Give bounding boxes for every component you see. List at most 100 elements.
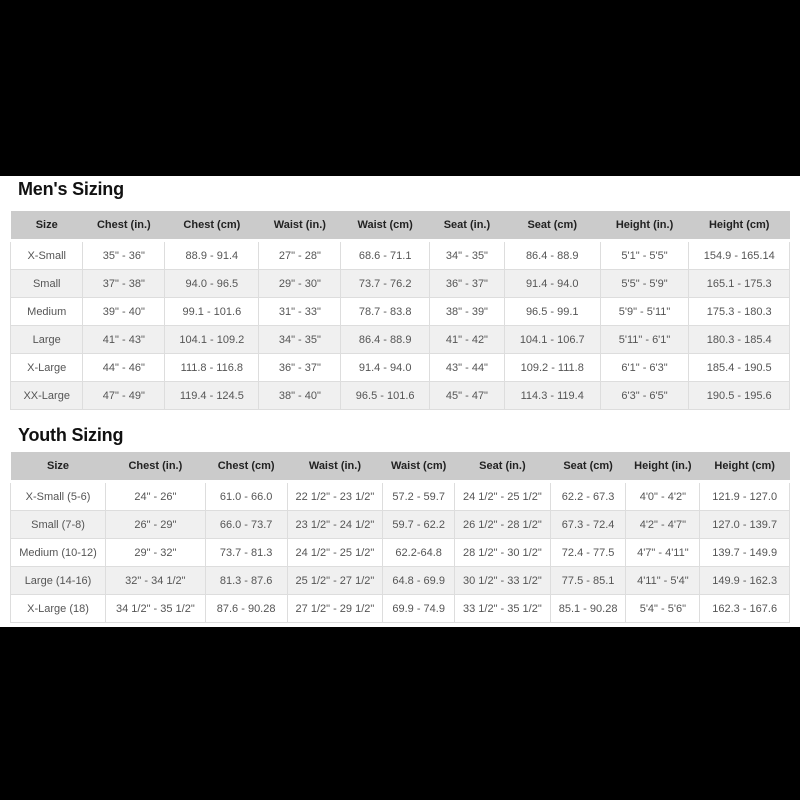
column-header: Height (in.): [625, 452, 700, 483]
table-row: Medium (10-12) 29" - 32" 73.7 - 81.3 24 1/2…: [9, 538, 790, 567]
measurement-cell: 5'11" - 6'1": [599, 325, 690, 354]
measurement-cell: 154.9 - 165.14: [688, 240, 790, 270]
column-header: Chest (in.): [82, 211, 165, 242]
measurement-cell: 41" - 42": [429, 325, 505, 354]
measurement-cell: 5'4" - 5'6": [625, 594, 701, 623]
column-header: Waist (in.): [287, 452, 383, 483]
measurement-cell: 88.9 - 91.4: [164, 240, 260, 270]
column-header: Waist (in.): [258, 211, 341, 242]
column-header: Chest (cm): [164, 211, 259, 242]
table-row: X-Small (5-6) 24" - 26" 61.0 - 66.0 22 1/2"…: [9, 481, 790, 511]
measurement-cell: 25 1/2" - 27 1/2": [286, 566, 384, 595]
measurement-cell: 62.2 - 67.3: [549, 481, 627, 511]
measurement-cell: 31" - 33": [258, 297, 342, 326]
size-label-cell: Small: [9, 269, 84, 298]
size-label-cell: Medium: [9, 297, 84, 326]
mens-sizing-title: Men's Sizing: [18, 179, 124, 199]
measurement-cell: 81.3 - 87.6: [204, 566, 288, 595]
top-redaction-band: [0, 0, 800, 176]
measurement-cell: 165.1 - 175.3: [688, 269, 790, 298]
measurement-cell: 30 1/2" - 33 1/2": [453, 566, 551, 595]
measurement-cell: 91.4 - 94.0: [503, 269, 601, 298]
column-header: Chest (cm): [205, 452, 288, 483]
measurement-cell: 72.4 - 77.5: [549, 538, 627, 567]
column-header: Height (cm): [699, 452, 790, 483]
table-row: Large (14-16) 32" - 34 1/2" 81.3 - 87.6 25 …: [9, 566, 790, 595]
measurement-cell: 38" - 40": [258, 381, 342, 410]
size-label-cell: X-Large (18): [9, 594, 107, 623]
measurement-cell: 28 1/2" - 30 1/2": [453, 538, 551, 567]
measurement-cell: 127.0 - 139.7: [699, 510, 790, 539]
measurement-cell: 62.2-64.8: [382, 538, 455, 567]
measurement-cell: 67.3 - 72.4: [549, 510, 627, 539]
table-row: X-Small 35" - 36" 88.9 - 91.4 27" - 28" 68.6…: [9, 240, 790, 270]
table-row: Small (7-8) 26" - 29" 66.0 - 73.7 23 1/2" -…: [9, 510, 790, 539]
measurement-cell: 66.0 - 73.7: [204, 510, 288, 539]
measurement-cell: 27 1/2" - 29 1/2": [286, 594, 384, 623]
measurement-cell: 37" - 38": [82, 269, 166, 298]
measurement-cell: 27" - 28": [258, 240, 342, 270]
column-header: Waist (cm): [340, 211, 430, 242]
measurement-cell: 94.0 - 96.5: [164, 269, 260, 298]
measurement-cell: 86.4 - 88.9: [503, 240, 601, 270]
size-label-cell: Medium (10-12): [9, 538, 107, 567]
column-header: Height (cm): [688, 211, 790, 242]
measurement-cell: 26" - 29": [105, 510, 206, 539]
measurement-cell: 33 1/2" - 35 1/2": [453, 594, 551, 623]
measurement-cell: 139.7 - 149.9: [699, 538, 790, 567]
measurement-cell: 59.7 - 62.2: [382, 510, 455, 539]
size-label-cell: XX-Large: [9, 381, 84, 410]
measurement-cell: 34" - 35": [258, 325, 342, 354]
measurement-cell: 87.6 - 90.28: [204, 594, 288, 623]
measurement-cell: 104.1 - 109.2: [164, 325, 260, 354]
measurement-cell: 29" - 32": [105, 538, 206, 567]
column-header: Chest (in.): [105, 452, 206, 483]
youth-sizing-title: Youth Sizing: [18, 425, 124, 445]
measurement-cell: 73.7 - 81.3: [204, 538, 288, 567]
mens-sizing-table: Size Chest (in.) Chest (cm) Waist (in.) Wais…: [9, 211, 790, 410]
measurement-cell: 5'9" - 5'11": [599, 297, 690, 326]
measurement-cell: 85.1 - 90.28: [549, 594, 627, 623]
measurement-cell: 77.5 - 85.1: [549, 566, 627, 595]
measurement-cell: 24" - 26": [105, 481, 206, 511]
column-header: Seat (cm): [550, 452, 626, 483]
measurement-cell: 185.4 - 190.5: [688, 353, 790, 382]
measurement-cell: 64.8 - 69.9: [382, 566, 455, 595]
table-row: Large 41" - 43" 104.1 - 109.2 34" - 35" 86.4…: [9, 325, 790, 354]
measurement-cell: 24 1/2" - 25 1/2": [286, 538, 384, 567]
measurement-cell: 34 1/2" - 35 1/2": [105, 594, 206, 623]
measurement-cell: 162.3 - 167.6: [699, 594, 790, 623]
table-row: Small 37" - 38" 94.0 - 96.5 29" - 30" 73.7 -…: [9, 269, 790, 298]
measurement-cell: 61.0 - 66.0: [204, 481, 288, 511]
column-header: Height (in.): [600, 211, 689, 242]
measurement-cell: 5'5" - 5'9": [599, 269, 690, 298]
size-label-cell: Small (7-8): [9, 510, 107, 539]
column-header: Size: [10, 211, 83, 242]
measurement-cell: 4'0" - 4'2": [625, 481, 701, 511]
measurement-cell: 22 1/2" - 23 1/2": [286, 481, 384, 511]
measurement-cell: 24 1/2" - 25 1/2": [453, 481, 551, 511]
measurement-cell: 104.1 - 106.7: [503, 325, 601, 354]
size-label-cell: Large: [9, 325, 84, 354]
measurement-cell: 38" - 39": [429, 297, 505, 326]
measurement-cell: 41" - 43": [82, 325, 166, 354]
measurement-cell: 57.2 - 59.7: [382, 481, 455, 511]
measurement-cell: 96.5 - 101.6: [340, 381, 431, 410]
measurement-cell: 45" - 47": [429, 381, 505, 410]
measurement-cell: 99.1 - 101.6: [164, 297, 260, 326]
column-header: Seat (cm): [504, 211, 601, 242]
measurement-cell: 69.9 - 74.9: [382, 594, 455, 623]
measurement-cell: 175.3 - 180.3: [688, 297, 790, 326]
measurement-cell: 109.2 - 111.8: [503, 353, 601, 382]
column-header: Size: [10, 452, 106, 483]
measurement-cell: 29" - 30": [258, 269, 342, 298]
measurement-cell: 5'1" - 5'5": [599, 240, 690, 270]
size-label-cell: Large (14-16): [9, 566, 107, 595]
measurement-cell: 39" - 40": [82, 297, 166, 326]
measurement-cell: 68.6 - 71.1: [340, 240, 431, 270]
measurement-cell: 23 1/2" - 24 1/2": [286, 510, 384, 539]
measurement-cell: 4'2" - 4'7": [625, 510, 701, 539]
table-row: X-Large (18) 34 1/2" - 35 1/2" 87.6 - 90.2…: [9, 594, 790, 623]
column-header: Waist (cm): [382, 452, 455, 483]
size-label-cell: X-Small (5-6): [9, 481, 107, 511]
